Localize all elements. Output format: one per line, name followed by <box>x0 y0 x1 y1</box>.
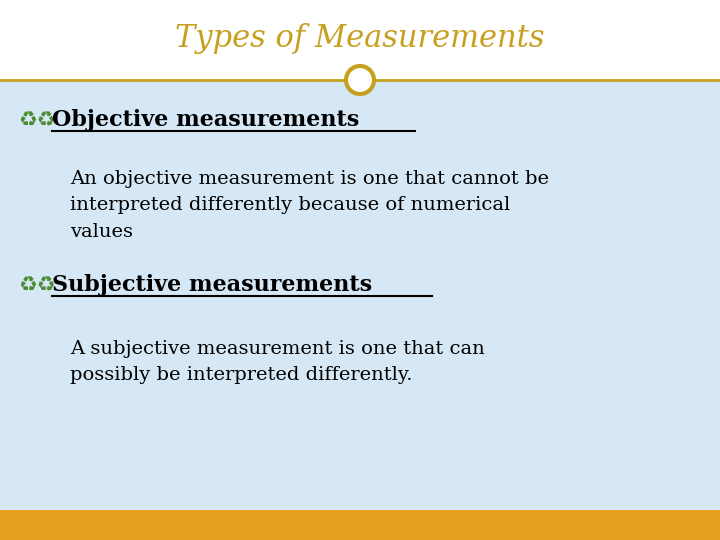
Circle shape <box>346 66 374 94</box>
Text: ♻♻: ♻♻ <box>18 275 55 295</box>
Text: Subjective measurements: Subjective measurements <box>52 274 372 296</box>
Text: A subjective measurement is one that can
possibly be interpreted differently.: A subjective measurement is one that can… <box>70 340 485 384</box>
Text: Objective measurements: Objective measurements <box>52 109 359 131</box>
FancyBboxPatch shape <box>0 0 720 80</box>
FancyBboxPatch shape <box>0 80 720 510</box>
Text: ♻♻: ♻♻ <box>18 110 55 130</box>
Text: An objective measurement is one that cannot be
interpreted differently because o: An objective measurement is one that can… <box>70 170 549 241</box>
Text: Types of Measurements: Types of Measurements <box>175 23 545 53</box>
FancyBboxPatch shape <box>0 510 720 540</box>
